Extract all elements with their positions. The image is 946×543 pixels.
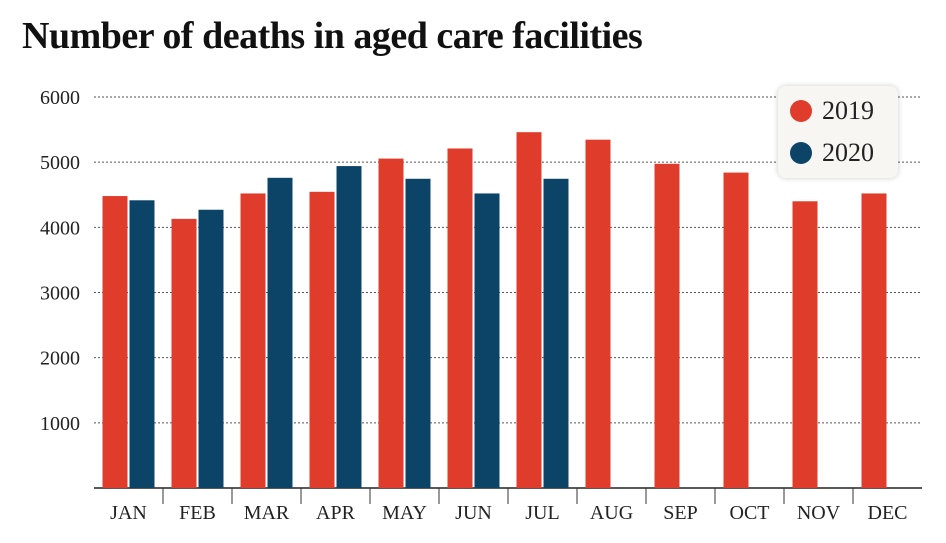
legend: 2019 2020: [778, 86, 898, 178]
x-tick-label: DEC: [868, 502, 908, 524]
bar-2020-mar: [267, 177, 293, 488]
legend-label-2020: 2020: [822, 138, 874, 167]
y-tick-label: 5000: [40, 152, 80, 174]
bar-2019-may: [378, 158, 404, 488]
x-tick-label: NOV: [797, 502, 841, 524]
bar-2020-may: [405, 178, 431, 488]
legend-swatch-2020: [790, 142, 812, 164]
legend-label-2019: 2019: [822, 96, 874, 125]
x-tick-label: JUN: [455, 502, 492, 524]
bar-2020-jan: [129, 200, 155, 488]
bar-2019-sep: [654, 163, 680, 488]
bar-2020-feb: [198, 209, 224, 488]
bar-2019-nov: [792, 201, 818, 488]
chart-title: Number of deaths in aged care facilities: [22, 15, 643, 57]
legend-item-2019: 2019: [790, 96, 874, 126]
x-tick-label: JUL: [525, 502, 559, 524]
bar-2019-apr: [309, 191, 335, 488]
y-tick-label: 2000: [40, 348, 80, 370]
x-tick-label: APR: [316, 502, 356, 524]
bar-2019-feb: [171, 218, 197, 488]
y-tick-label: 3000: [40, 283, 80, 305]
x-tick-label: MAR: [244, 502, 290, 524]
x-tick-label: AUG: [590, 502, 633, 524]
bar-2019-oct: [723, 172, 749, 489]
bar-2020-apr: [336, 166, 362, 488]
bar-2019-mar: [240, 193, 266, 489]
legend-item-2020: 2020: [790, 138, 874, 168]
y-tick-label: 4000: [40, 217, 80, 239]
y-tick-label: 6000: [40, 87, 80, 109]
legend-swatch-2019: [790, 100, 812, 122]
x-tick-label: FEB: [179, 502, 216, 524]
bar-2019-jun: [447, 148, 473, 488]
x-tick-label: JAN: [110, 502, 147, 524]
bar-2020-jun: [474, 193, 500, 489]
bar-2019-dec: [861, 193, 887, 489]
bar-2019-jul: [516, 132, 542, 488]
x-tick-label: MAY: [382, 502, 427, 524]
bar-2019-aug: [585, 139, 611, 488]
x-tick-label: OCT: [730, 502, 770, 524]
y-tick-label: 1000: [40, 413, 80, 435]
bar-2019-jan: [102, 196, 128, 488]
x-tick-label: SEP: [663, 502, 697, 524]
bar-2020-jul: [543, 178, 569, 488]
